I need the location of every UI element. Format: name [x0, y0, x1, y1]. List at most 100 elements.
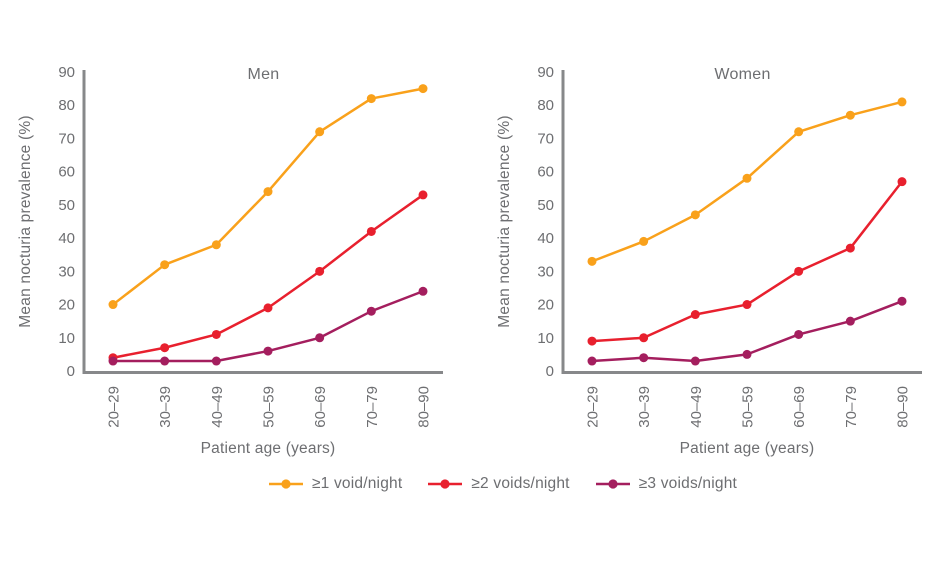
- data-point: [263, 346, 273, 356]
- data-point: [211, 240, 221, 250]
- chart-title: Men: [247, 66, 279, 83]
- data-point: [418, 84, 428, 94]
- x-tick-label: 60–69: [312, 386, 329, 428]
- y-tick-label: 10: [537, 330, 554, 347]
- data-point: [366, 94, 376, 104]
- charts-row: Men 0 10 20 30 40 50 60 70 80 90 20–29 30–39 40–49 50–…: [17, 64, 922, 457]
- chart-men: Men 0 10 20 30 40 50 60 70 80 90 20–29 30–39 40–49 50–…: [17, 64, 443, 457]
- data-point: [211, 356, 221, 366]
- data-point: [366, 306, 376, 316]
- x-axis-title: Patient age (years): [680, 440, 815, 457]
- data-point: [108, 356, 118, 366]
- x-tick-label: 70–79: [843, 386, 860, 428]
- y-tick-label: 20: [58, 297, 75, 314]
- x-tick-label: 20–29: [106, 386, 123, 428]
- data-point: [160, 343, 170, 353]
- legend-marker-dot: [608, 479, 618, 489]
- legend-label: ≥1 void/night: [311, 475, 403, 492]
- data-point: [897, 177, 907, 187]
- data-point: [263, 303, 273, 313]
- y-tick-label: 0: [67, 363, 75, 380]
- data-point: [263, 187, 273, 197]
- y-tick-label: 0: [546, 363, 554, 380]
- y-tick-label: 80: [537, 97, 554, 114]
- legend-marker-dot: [281, 479, 291, 489]
- data-point: [315, 266, 325, 276]
- data-point: [794, 266, 804, 276]
- y-axis-title: Mean nocturia prevalence (%): [17, 115, 34, 327]
- y-tick-label: 20: [537, 297, 554, 314]
- legend-label: ≥2 voids/night: [471, 475, 570, 492]
- legend-marker-icon: [268, 479, 303, 489]
- y-tick-label: 80: [58, 97, 75, 114]
- data-point: [418, 190, 428, 200]
- y-tick-label: 70: [537, 130, 554, 147]
- data-point: [690, 310, 700, 320]
- legend-item: ≥2 voids/night: [428, 475, 569, 493]
- y-tick-label: 30: [58, 263, 75, 280]
- series-line: [590, 180, 904, 343]
- data-point: [742, 173, 752, 183]
- data-point: [742, 349, 752, 359]
- data-point: [587, 356, 597, 366]
- data-point: [690, 210, 700, 220]
- y-tick-label: 50: [58, 197, 75, 214]
- data-point: [315, 333, 325, 343]
- legend-item: ≥3 voids/night: [595, 475, 738, 493]
- data-point: [639, 353, 649, 363]
- x-tick-label: 80–90: [416, 386, 433, 428]
- data-point: [160, 260, 170, 270]
- data-point: [418, 286, 428, 296]
- data-point: [108, 300, 118, 310]
- y-tick-label: 70: [58, 130, 75, 147]
- data-point: [742, 300, 752, 310]
- y-tick-label: 90: [537, 64, 554, 81]
- y-tick-label: 40: [537, 230, 554, 247]
- data-point: [794, 127, 804, 137]
- data-point: [845, 243, 855, 253]
- x-tick-label: 30–39: [636, 386, 653, 428]
- data-point: [639, 333, 649, 343]
- chart-women: Women 0 10 20 30 40 50 60 70 80 90 20–29 30–39 40–49 5…: [496, 64, 922, 457]
- x-tick-label: 20–29: [585, 386, 602, 428]
- data-point: [690, 356, 700, 366]
- y-tick-label: 40: [58, 230, 75, 247]
- data-point: [587, 256, 597, 266]
- x-tick-label: 30–39: [157, 386, 174, 428]
- data-point: [587, 336, 597, 346]
- legend-marker-icon: [595, 479, 630, 489]
- x-tick-label: 80–90: [895, 386, 912, 428]
- legend-item: ≥1 void/night: [268, 475, 403, 493]
- chart-title: Women: [714, 66, 770, 83]
- y-tick-label: 10: [58, 330, 75, 347]
- x-tick-label: 50–59: [740, 386, 757, 428]
- legend-label: ≥3 voids/night: [638, 475, 738, 492]
- x-axis-title: Patient age (years): [201, 440, 336, 457]
- y-tick-label: 60: [537, 164, 554, 181]
- y-tick-label: 90: [58, 64, 75, 81]
- x-tick-label: 40–49: [688, 386, 705, 428]
- x-tick-label: 70–79: [364, 386, 381, 428]
- data-point: [897, 296, 907, 306]
- y-axis-title: Mean nocturia prevalence (%): [496, 115, 513, 327]
- x-tick-label: 40–49: [209, 386, 226, 428]
- data-point: [366, 226, 376, 236]
- series-line: [111, 193, 425, 359]
- data-point: [639, 236, 649, 246]
- data-point: [897, 97, 907, 107]
- x-tick-label: 60–69: [791, 386, 808, 428]
- legend-marker-icon: [428, 479, 463, 489]
- data-point: [160, 356, 170, 366]
- x-tick-label: 50–59: [261, 386, 278, 428]
- data-point: [794, 329, 804, 339]
- y-tick-label: 60: [58, 164, 75, 181]
- data-point: [315, 127, 325, 137]
- series-line: [111, 87, 425, 306]
- data-point: [845, 110, 855, 120]
- data-point: [845, 316, 855, 326]
- data-point: [211, 329, 221, 339]
- legend-marker-dot: [440, 479, 450, 489]
- y-tick-label: 30: [537, 263, 554, 280]
- y-tick-label: 50: [537, 197, 554, 214]
